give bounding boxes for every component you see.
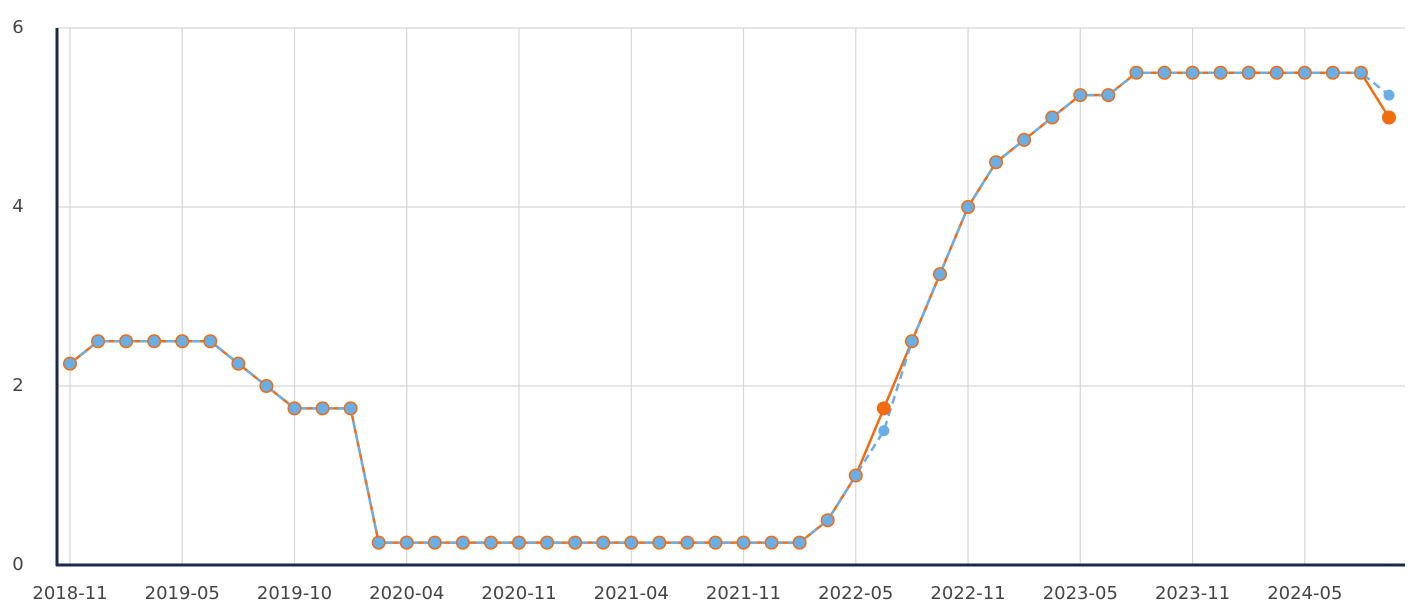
data-point	[401, 537, 413, 549]
data-point	[1271, 67, 1283, 79]
data-point	[232, 358, 244, 370]
data-point	[373, 537, 385, 549]
data-point	[990, 156, 1002, 168]
x-tick-label: 2020-11	[481, 583, 556, 604]
data-point	[1018, 134, 1030, 146]
data-point	[120, 335, 132, 347]
data-point	[766, 537, 778, 549]
data-point	[1299, 67, 1311, 79]
x-tick-label: 2018-11	[32, 583, 107, 604]
y-tick-label: 6	[12, 17, 23, 38]
data-point	[176, 335, 188, 347]
x-tick-label: 2021-04	[594, 583, 669, 604]
x-tick-label: 2023-05	[1043, 583, 1118, 604]
series-line	[69, 71, 1390, 544]
x-tick-label: 2019-05	[145, 583, 220, 604]
x-tick-label: 2020-04	[369, 583, 444, 604]
data-point	[457, 537, 469, 549]
data-point	[1327, 67, 1339, 79]
data-point	[681, 537, 693, 549]
data-point	[345, 402, 357, 414]
data-point	[1074, 89, 1086, 101]
y-tick-label: 0	[12, 554, 23, 575]
data-point	[962, 201, 974, 213]
data-point	[822, 514, 834, 526]
x-tick-label: 2019-10	[257, 583, 332, 604]
data-point	[1243, 67, 1255, 79]
data-point	[1046, 112, 1058, 123]
data-point	[1158, 67, 1170, 79]
data-point	[934, 268, 946, 280]
data-point	[513, 537, 525, 549]
y-tick-label: 4	[12, 196, 23, 217]
data-point	[709, 537, 721, 549]
data-point	[906, 335, 918, 347]
data-point	[92, 335, 104, 347]
data-point	[653, 537, 665, 549]
data-point	[541, 537, 553, 549]
x-tick-label: 2024-05	[1267, 583, 1342, 604]
data-point	[148, 335, 160, 347]
data-point	[204, 335, 216, 347]
data-point	[1355, 67, 1367, 79]
data-point	[1130, 67, 1142, 79]
data-point	[485, 537, 497, 549]
data-point	[260, 380, 272, 392]
y-tick-label: 2	[12, 375, 23, 396]
data-point	[794, 537, 806, 549]
data-point	[289, 402, 301, 414]
data-point	[850, 470, 862, 481]
x-tick-label: 2021-11	[706, 583, 781, 604]
data-point	[738, 537, 750, 549]
data-point	[1215, 67, 1227, 79]
data-point	[1383, 89, 1395, 101]
data-point	[429, 537, 441, 549]
data-point	[317, 402, 329, 414]
data-point	[1187, 67, 1199, 79]
x-tick-label: 2022-11	[930, 583, 1005, 604]
data-point	[876, 401, 891, 416]
data-point	[569, 537, 581, 549]
data-point	[1102, 89, 1114, 101]
x-tick-label: 2023-11	[1155, 583, 1230, 604]
series-line	[69, 71, 1391, 544]
data-point	[597, 537, 609, 549]
data-point	[64, 358, 76, 370]
data-point	[1382, 110, 1396, 125]
data-point	[625, 537, 637, 549]
data-point	[878, 425, 890, 437]
x-tick-label: 2022-05	[818, 583, 893, 604]
